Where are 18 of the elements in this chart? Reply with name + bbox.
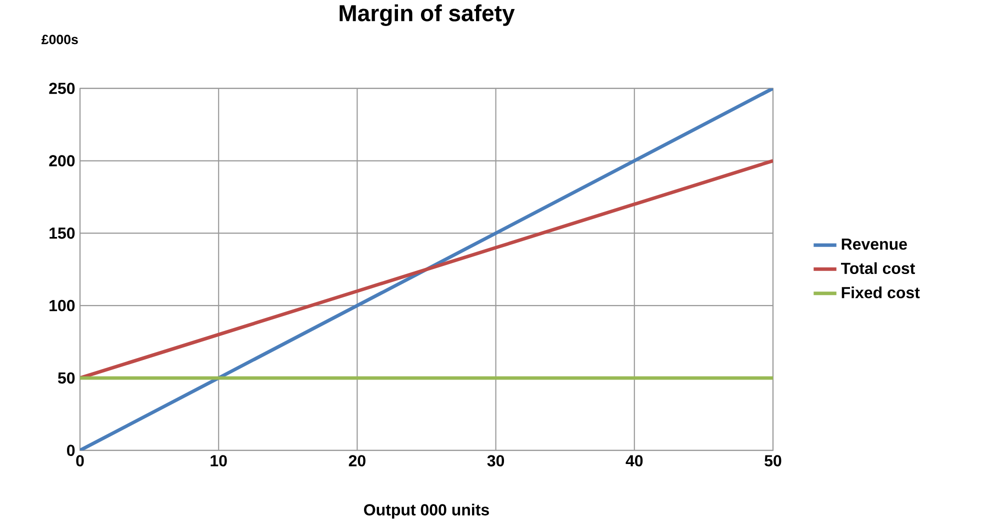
x-tick-label: 10 — [210, 455, 227, 466]
x-tick-label: 50 — [764, 455, 782, 466]
x-tick-label: 30 — [487, 455, 504, 466]
chart-title: Margin of safety — [340, 4, 515, 26]
y-tick-label: 150 — [50, 227, 75, 239]
y-tick-label: 0 — [67, 444, 75, 456]
y-tick-label: 100 — [50, 300, 75, 312]
y-axis-title: £000s — [42, 34, 78, 44]
x-tick-label: 0 — [76, 455, 84, 466]
legend-label: Total cost — [841, 262, 915, 274]
legend-label: Revenue — [842, 238, 907, 250]
y-tick-label: 250 — [49, 82, 75, 94]
x-tick-label: 40 — [626, 455, 643, 466]
y-tick-label: 50 — [58, 372, 75, 384]
y-tick-label: 200 — [49, 155, 75, 166]
x-axis-title: Output 000 units — [364, 504, 489, 519]
x-tick-label: 20 — [348, 455, 366, 466]
legend-label: Fixed cost — [842, 286, 920, 298]
